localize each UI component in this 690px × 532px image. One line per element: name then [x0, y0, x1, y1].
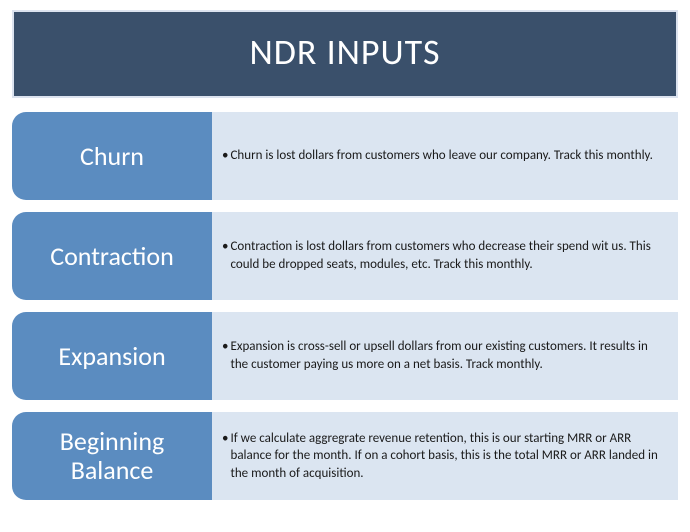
row-desc-text: Contraction is lost dollars from custome…: [230, 238, 664, 273]
row-label-contraction: Contraction: [12, 212, 212, 300]
row-desc-churn: • Churn is lost dollars from customers w…: [212, 112, 678, 200]
bullet-icon: •: [222, 238, 228, 256]
row-desc-text: If we calculate aggregrate revenue reten…: [230, 430, 664, 483]
row-label-expansion: Expansion: [12, 312, 212, 400]
header-banner: NDR INPUTS: [12, 10, 678, 98]
input-row: Contraction • Contraction is lost dollar…: [12, 212, 678, 300]
header-title: NDR INPUTS: [14, 30, 676, 74]
bullet-icon: •: [222, 430, 228, 448]
bullet-icon: •: [222, 338, 228, 356]
row-desc-text: Expansion is cross-sell or upsell dollar…: [230, 338, 664, 373]
bullet-icon: •: [222, 147, 228, 165]
input-row: Expansion • Expansion is cross-sell or u…: [12, 312, 678, 400]
input-row: Churn • Churn is lost dollars from custo…: [12, 112, 678, 200]
row-desc-contraction: • Contraction is lost dollars from custo…: [212, 212, 678, 300]
input-row: Beginning Balance • If we calculate aggr…: [12, 412, 678, 500]
row-label-beginning-balance: Beginning Balance: [12, 412, 212, 500]
row-desc-text: Churn is lost dollars from customers who…: [230, 147, 652, 165]
row-desc-expansion: • Expansion is cross-sell or upsell doll…: [212, 312, 678, 400]
row-label-churn: Churn: [12, 112, 212, 200]
row-desc-beginning-balance: • If we calculate aggregrate revenue ret…: [212, 412, 678, 500]
